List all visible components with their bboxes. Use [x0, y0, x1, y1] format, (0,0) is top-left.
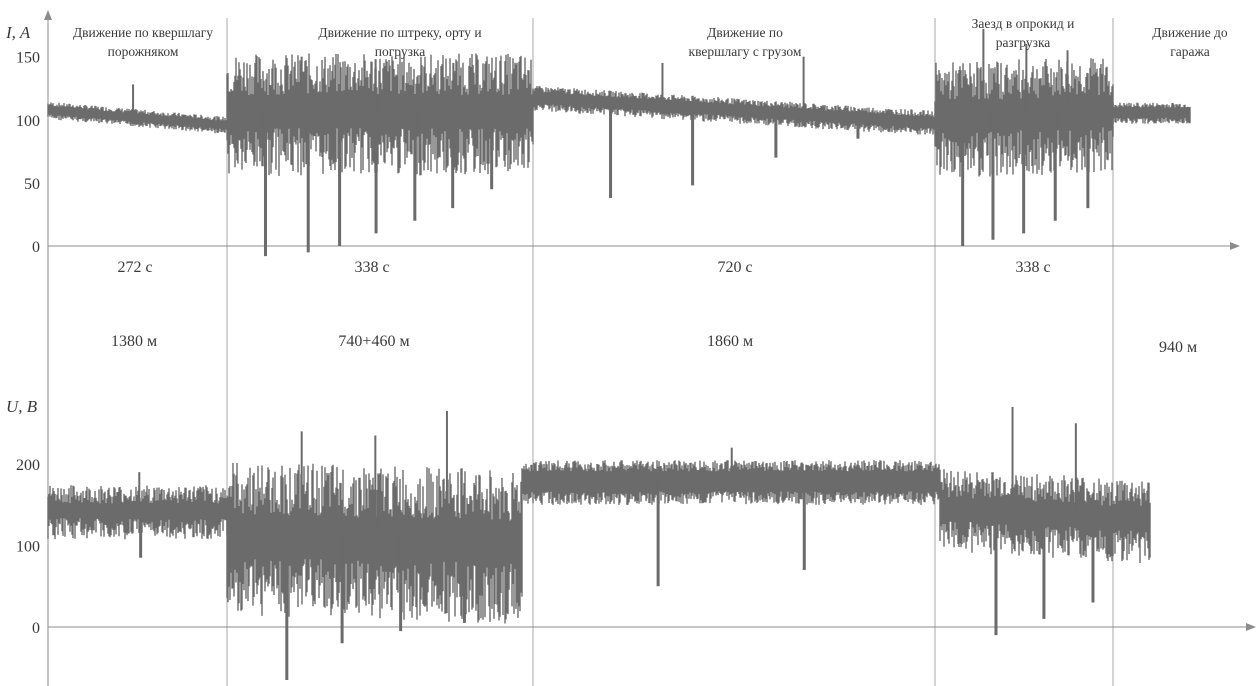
voltage-trace: [47, 406, 1151, 680]
phase-title-2-line-1: Движение по штреку, орту и: [318, 25, 481, 40]
current-trace: [47, 28, 1191, 257]
phase-durations: 272 с 338 с 720 с 338 с: [117, 259, 1050, 276]
phase-distance-5: 940 м: [1159, 339, 1197, 356]
phase-title-1-line-1: Движение по квершлагу: [73, 25, 213, 40]
current-tick-100: 100: [16, 113, 40, 130]
phase-duration-1: 272 с: [117, 259, 152, 276]
current-band-phase-3: [532, 86, 936, 135]
phase-duration-4: 338 с: [1015, 259, 1050, 276]
voltage-y-ticks: 0 100 200: [16, 457, 40, 637]
current-band-phase-1: [47, 102, 228, 134]
phase-title-2-line-2: погрузка: [375, 44, 426, 59]
phase-title-5-line-1: Движение до: [1152, 25, 1228, 40]
current-band-phase-2: [226, 53, 534, 176]
current-tick-50: 50: [24, 176, 40, 193]
phase-titles: Движение по квершлагу порожняком Движение …: [73, 16, 1228, 59]
phase-title-3-line-2: квершлагу с грузом: [689, 44, 802, 59]
voltage-chart: U, B 0 100 200: [6, 397, 1256, 680]
current-band-phase-5: [1112, 102, 1191, 124]
current-tick-150: 150: [16, 50, 40, 67]
voltage-band-phase-2: [226, 462, 523, 624]
voltage-band-phase-4: [939, 469, 1151, 563]
voltage-x-axis-arrow: [1246, 623, 1256, 631]
voltage-axis-title: U, B: [6, 397, 38, 416]
voltage-band-phase-3: [521, 460, 941, 505]
phase-title-4-line-2: разгрузка: [996, 35, 1051, 50]
current-y-ticks: 0 50 100 150: [16, 50, 40, 256]
phase-title-5-line-2: гаража: [1170, 44, 1210, 59]
voltage-tick-0: 0: [32, 620, 40, 637]
current-x-axis-arrow: [1230, 242, 1240, 250]
phase-duration-2: 338 с: [354, 259, 389, 276]
phase-title-3-line-1: Движение по: [707, 25, 783, 40]
phase-title-4-line-1: Заезд в опрокид и: [972, 16, 1075, 31]
phase-duration-3: 720 с: [717, 259, 752, 276]
voltage-band-phase-1: [47, 485, 228, 540]
phase-distance-2: 740+460 м: [338, 333, 409, 350]
phase-title-1-line-2: порожняком: [108, 44, 179, 59]
voltage-tick-200: 200: [16, 457, 40, 474]
current-tick-0: 0: [32, 239, 40, 256]
current-y-axis-arrow: [44, 10, 52, 20]
current-axis-title: I, A: [5, 23, 31, 42]
phase-distances: 1380 м 740+460 м 1860 м 940 м: [111, 333, 1197, 356]
phase-distance-1: 1380 м: [111, 333, 157, 350]
phase-distance-3: 1860 м: [707, 333, 753, 350]
current-chart: I, A 0 50 100 150: [5, 10, 1240, 686]
voltage-tick-100: 100: [16, 539, 40, 556]
